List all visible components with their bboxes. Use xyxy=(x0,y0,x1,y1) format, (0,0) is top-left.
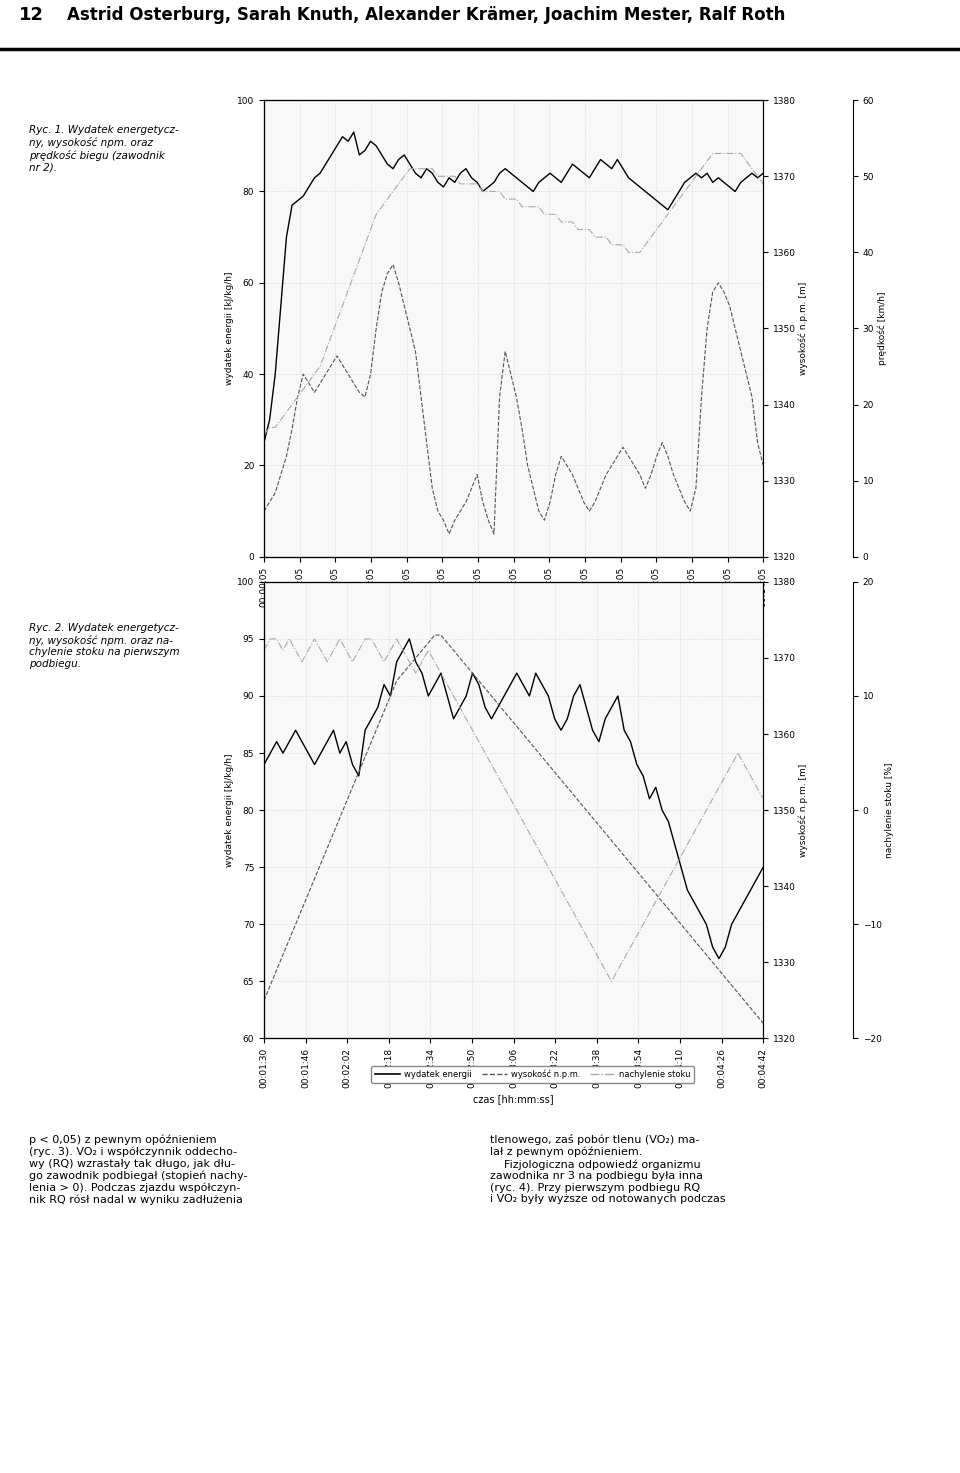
Text: Ryc. 1. Wydatek energetycz-
ny, wysokość npm. oraz
prędkość biegu (zawodnik
nr 2: Ryc. 1. Wydatek energetycz- ny, wysokość… xyxy=(29,125,179,172)
Text: 12: 12 xyxy=(19,6,44,25)
Legend: wydatek energii, prędkość biegu krokiem łyżwowym, wysokość npm.: wydatek energii, prędkość biegu krokiem … xyxy=(336,585,730,601)
Text: tlenowego, zaś pobór tlenu (VO₂) ma-
lał z pewnym opóźnieniem.
    Fizjologiczna: tlenowego, zaś pobór tlenu (VO₂) ma- lał… xyxy=(490,1134,725,1205)
Legend: wydatek energii, wysokość n.p.m., nachylenie stoku: wydatek energii, wysokość n.p.m., nachyl… xyxy=(372,1066,694,1083)
X-axis label: czas [hh:mm:ss]: czas [hh:mm:ss] xyxy=(473,1094,554,1103)
Y-axis label: wysokość n.p.m. [m]: wysokość n.p.m. [m] xyxy=(799,763,808,857)
Y-axis label: wydatek energii [kJ/kg/h]: wydatek energii [kJ/kg/h] xyxy=(226,271,234,386)
Y-axis label: wysokość n.p.m. [m]: wysokość n.p.m. [m] xyxy=(799,281,808,376)
Y-axis label: wydatek energii [kJ/kg/h]: wydatek energii [kJ/kg/h] xyxy=(226,753,234,868)
Y-axis label: nachylenie stoku [%]: nachylenie stoku [%] xyxy=(884,763,894,857)
Y-axis label: prędkość [km/h]: prędkość [km/h] xyxy=(877,292,886,365)
X-axis label: czas [hh:mm:ss]: czas [hh:mm:ss] xyxy=(473,613,554,622)
Text: Ryc. 2. Wydatek energetycz-
ny, wysokość npm. oraz na-
chylenie stoku na pierwsz: Ryc. 2. Wydatek energetycz- ny, wysokość… xyxy=(29,623,180,669)
Text: p < 0,05) z pewnym opóźnieniem
(ryc. 3). VO₂ i współczynnik oddecho-
wy (RQ) wzr: p < 0,05) z pewnym opóźnieniem (ryc. 3).… xyxy=(29,1134,248,1205)
Text: Astrid Osterburg, Sarah Knuth, Alexander Krämer, Joachim Mester, Ralf Roth: Astrid Osterburg, Sarah Knuth, Alexander… xyxy=(67,6,785,25)
